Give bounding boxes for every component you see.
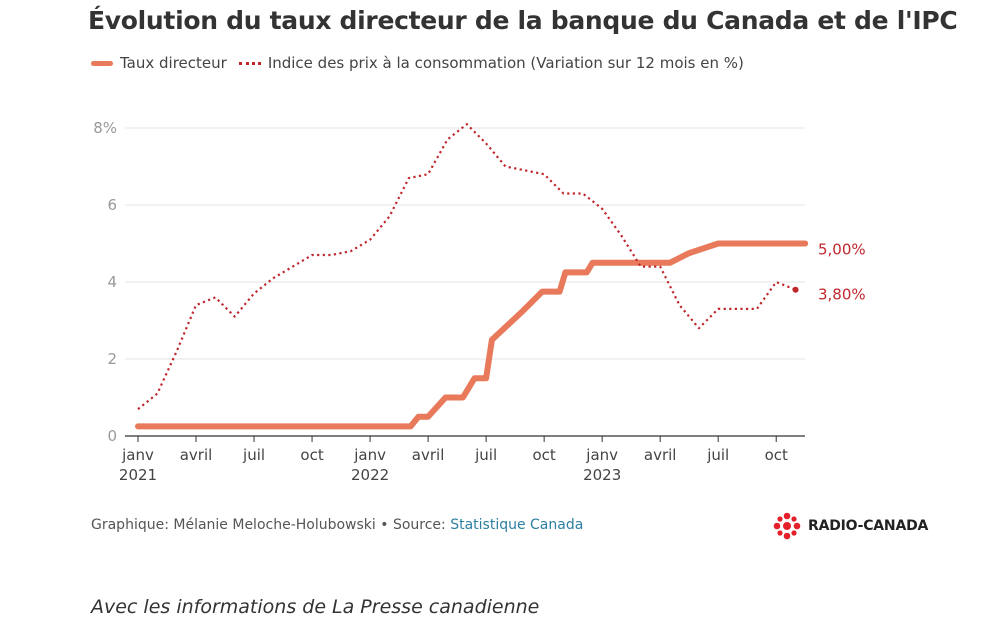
legend-item-cpi: Indice des prix à la consommation (Varia… [238, 54, 744, 72]
x-tick-label: janv [585, 446, 618, 464]
series-end-point [792, 286, 799, 293]
x-tick-label: avril [180, 446, 213, 464]
legend-swatch-solid [91, 60, 113, 66]
y-tick-label: 0 [107, 427, 117, 445]
radio-canada-logo: RADIO-CANADA [772, 512, 928, 540]
end-label-cpi: 3,80% [818, 286, 866, 304]
chart-footer: Graphique: Mélanie Meloche-Holubowski • … [91, 517, 583, 533]
series-line-policy-rate [135, 240, 809, 430]
x-tick-year-label: 2021 [119, 466, 157, 484]
legend-swatch-dotted [238, 61, 261, 65]
x-tick-label: juil [242, 446, 265, 464]
line-chart: 0 2 4 6 8% janv 2021 avril juil oct janv 2022 avril j… [93, 119, 866, 484]
chart-title: Évolution du taux directeur de la banque… [88, 6, 958, 35]
y-tick-label: 4 [107, 273, 117, 291]
x-tick-label: juil [706, 446, 729, 464]
source-note: Avec les informations de La Presse canad… [91, 596, 540, 618]
legend-item-policy-rate: Taux directeur [91, 54, 227, 72]
x-tick-year-label: 2023 [583, 466, 621, 484]
chart-legend: Taux directeur Indice des prix à la cons… [91, 54, 756, 72]
series-line-cpi [137, 123, 797, 410]
gem-icon [773, 512, 801, 540]
y-tick-label: 6 [107, 196, 117, 214]
x-tick-label: janv [353, 446, 386, 464]
x-tick-label: janv [121, 446, 154, 464]
x-tick-label: juil [474, 446, 497, 464]
x-tick-label: oct [532, 446, 555, 464]
source-link[interactable]: Statistique Canada [450, 517, 584, 533]
footer-credit: Graphique: Mélanie Meloche-Holubowski • … [91, 517, 451, 533]
y-tick-label: 8% [93, 119, 117, 137]
y-tick-label: 2 [107, 350, 117, 368]
x-tick-label: avril [644, 446, 677, 464]
end-label-policy-rate: 5,00% [818, 241, 866, 259]
logo-text: RADIO-CANADA [808, 518, 929, 534]
legend-label-cpi: Indice des prix à la consommation (Varia… [267, 54, 744, 72]
x-tick-label: oct [300, 446, 323, 464]
legend-label-policy-rate: Taux directeur [120, 54, 227, 72]
x-tick-label: oct [765, 446, 788, 464]
x-tick-label: avril [412, 446, 445, 464]
x-tick-year-label: 2022 [351, 466, 389, 484]
